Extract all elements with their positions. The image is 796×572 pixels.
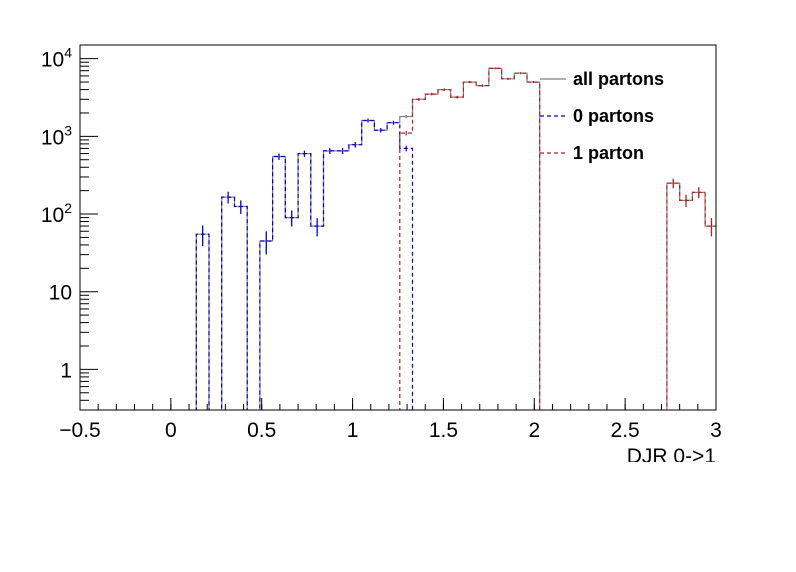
legend-item: all partons	[540, 69, 664, 89]
legend-item: 1 parton	[540, 143, 644, 163]
x-tick-label: 2	[528, 419, 540, 442]
x-axis-title: DJR 0->1	[627, 445, 716, 468]
y-tick-label: 1	[60, 359, 72, 382]
plot-frame	[79, 44, 717, 411]
x-tick-label: 3	[710, 419, 722, 442]
x-tick-label: 1.5	[429, 419, 458, 442]
series-layer	[195, 67, 716, 410]
legend: all partons 0 partons 1 parton	[540, 69, 664, 163]
y-tick-label: 10	[49, 282, 72, 305]
series-line	[399, 67, 716, 410]
x-axis: −0.5 0 0.5 1 1.5 2 2.5 3	[59, 398, 722, 442]
series-2	[399, 67, 716, 410]
legend-label: 0 partons	[573, 106, 654, 126]
legend-label: all partons	[573, 69, 664, 89]
x-tick-label: −0.5	[59, 419, 100, 442]
legend-label: 1 parton	[573, 143, 644, 163]
x-tick-label: 0	[165, 419, 177, 442]
legend-item: 0 partons	[540, 106, 654, 126]
x-tick-label: 2.5	[611, 419, 640, 442]
x-tick-label: 1	[347, 419, 359, 442]
x-tick-label: 0.5	[247, 419, 276, 442]
series-1	[195, 118, 414, 410]
